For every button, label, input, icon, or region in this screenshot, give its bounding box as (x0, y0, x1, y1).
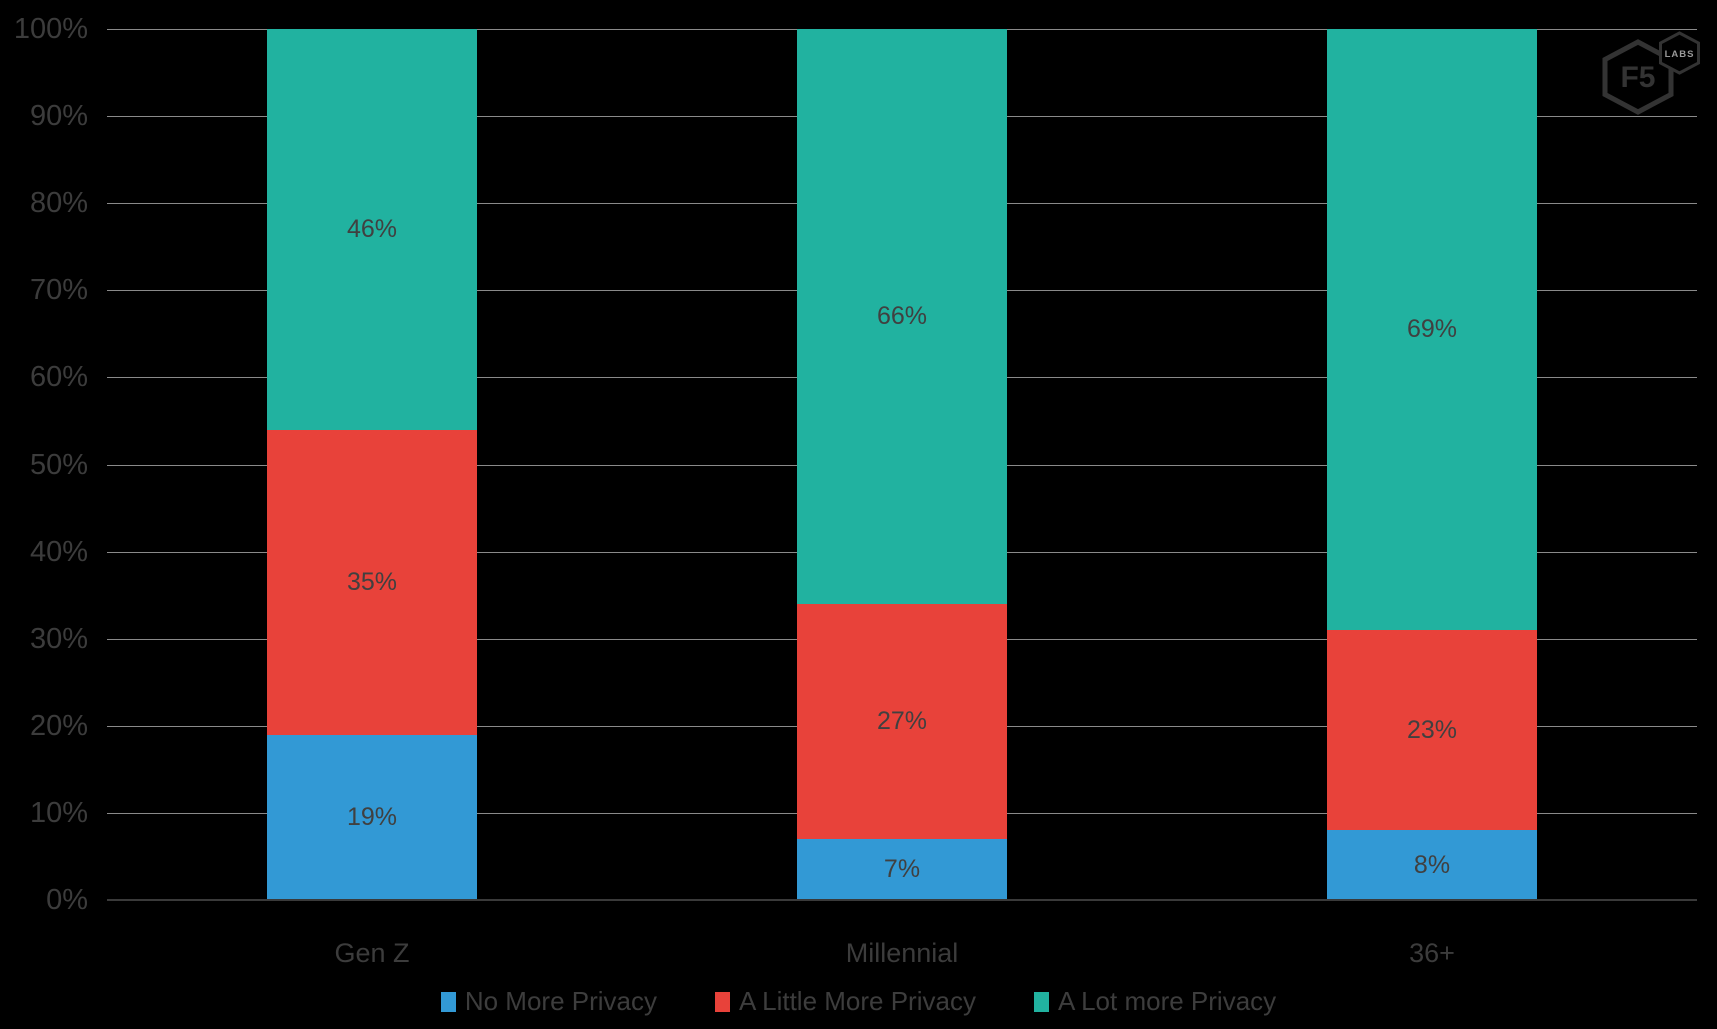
data-label: 35% (346, 567, 398, 596)
x-category-label: 36+ (1409, 938, 1455, 968)
y-tick-label: 10% (29, 796, 88, 829)
y-tick-label: 70% (29, 274, 88, 307)
legend-item-a-little-more-privacy: A Little More Privacy (714, 986, 976, 1017)
bar-36: 8% 23% 69% (1327, 29, 1537, 900)
bar-segment-a-lot-more-privacy: 69% (1327, 29, 1537, 630)
data-label: 8% (1413, 850, 1451, 879)
bar-segment-a-little-more-privacy: 27% (797, 603, 1007, 840)
legend-label: A Little More Privacy (738, 986, 976, 1016)
y-tick-label: 90% (29, 100, 88, 133)
y-tick-label: 100% (13, 13, 88, 45)
legend-item-a-lot-more-privacy: A Lot more Privacy (1033, 986, 1277, 1017)
legend: No More Privacy A Little More Privacy A Lo… (0, 986, 1717, 1017)
y-tick-label: 40% (29, 535, 88, 568)
y-tick-label: 30% (29, 622, 88, 655)
bar-segment-a-little-more-privacy: 23% (1327, 630, 1537, 831)
plot-area: 19% 35% 46% 7% 27% 66% 8% 23% 69% (107, 29, 1697, 901)
y-tick-label: 80% (29, 187, 88, 220)
y-tick-label: 20% (29, 709, 88, 742)
y-tick-label: 0% (46, 884, 88, 916)
data-label: 46% (346, 214, 398, 243)
bar-gen-z: 19% 35% 46% (267, 29, 477, 900)
data-label: 66% (876, 301, 928, 330)
legend-label: No More Privacy (464, 986, 657, 1016)
x-category-label: Millennial (845, 938, 959, 968)
legend-swatch-icon (714, 991, 730, 1012)
bar-segment-a-lot-more-privacy: 46% (267, 29, 477, 430)
legend-swatch-icon (440, 991, 456, 1012)
y-tick-label: 50% (29, 448, 88, 481)
y-tick-label: 60% (29, 361, 88, 394)
data-label: 19% (346, 802, 398, 831)
legend-label: A Lot more Privacy (1057, 986, 1277, 1016)
x-axis-line (107, 899, 1697, 901)
data-label: 23% (1406, 715, 1458, 744)
f5-labs-logo: F5 LABS (1602, 31, 1700, 115)
data-label: 69% (1406, 315, 1458, 343)
data-label: 7% (883, 855, 921, 884)
labs-badge-text: LABS (1665, 49, 1695, 60)
x-category-label: Gen Z (334, 938, 410, 968)
bar-segment-no-more-privacy: 7% (797, 839, 1007, 900)
bar-segment-a-lot-more-privacy: 66% (797, 29, 1007, 604)
legend-swatch-icon (1033, 991, 1049, 1012)
data-label: 27% (876, 706, 928, 735)
bar-segment-no-more-privacy: 8% (1327, 830, 1537, 900)
bar-segment-a-little-more-privacy: 35% (267, 429, 477, 735)
legend-item-no-more-privacy: No More Privacy (440, 986, 657, 1017)
labs-hexagon-icon (1659, 31, 1700, 75)
f5-logo-text: F5 (1620, 61, 1655, 94)
bar-millennial: 7% 27% 66% (797, 29, 1007, 900)
bar-segment-no-more-privacy: 19% (267, 734, 477, 900)
